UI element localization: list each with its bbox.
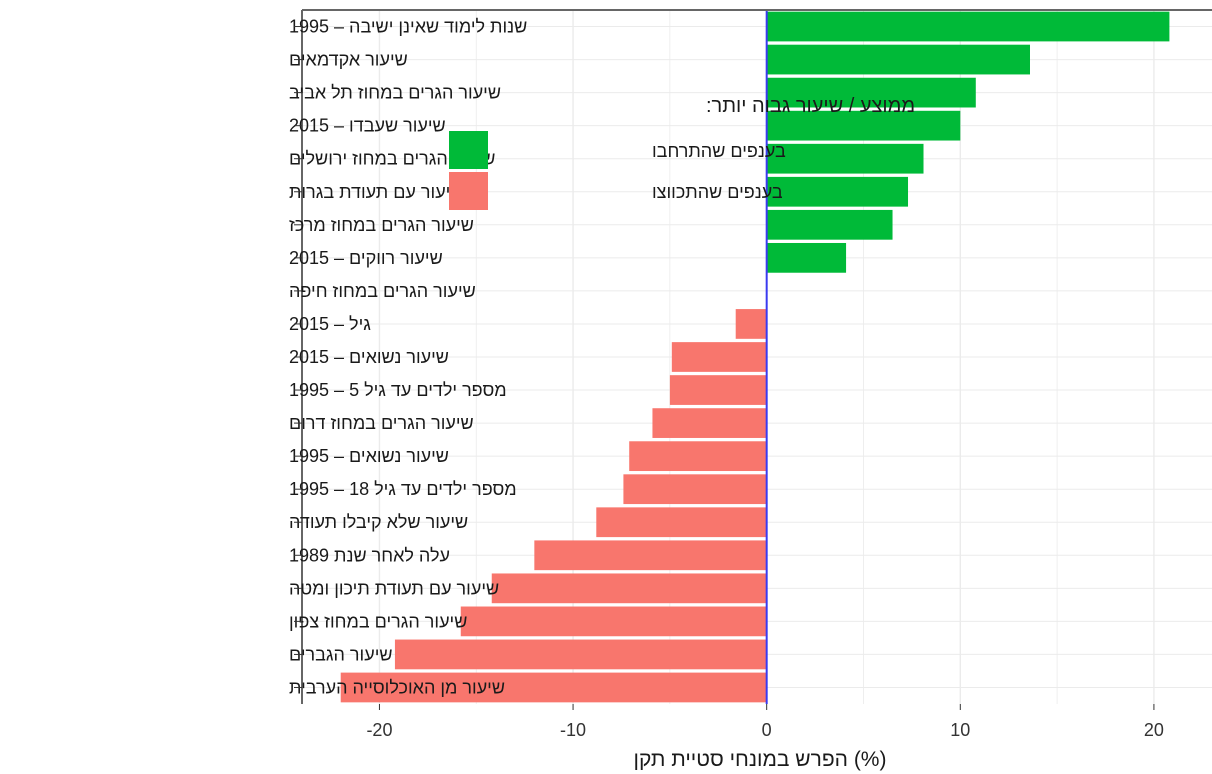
bar bbox=[766, 242, 847, 273]
legend-label-expanded: בענפים שהתרחבו bbox=[652, 141, 786, 161]
category-label: שיעור מן האוכלוסייה הערבית bbox=[289, 677, 505, 697]
legend-title: ממוצע / שיעור גבוה יותר: bbox=[706, 95, 915, 117]
x-tick-labels: -20 -10 0 10 20 bbox=[366, 704, 1164, 740]
category-label: שיעור רווקים – 2015 bbox=[289, 248, 443, 268]
bar bbox=[623, 474, 767, 505]
category-label: עלה לאחר שנת 1989 bbox=[289, 545, 450, 565]
bar bbox=[766, 110, 961, 141]
legend: ממוצע / שיעור גבוה יותר: בענפים שהתרחבו … bbox=[449, 95, 915, 210]
category-label: שיעור הגברים bbox=[289, 644, 393, 664]
category-label: גיל – 2015 bbox=[289, 314, 371, 334]
category-label: מספר ילדים עד גיל 18 – 1995 bbox=[289, 479, 517, 499]
bar bbox=[669, 375, 767, 405]
legend-swatch-contracted bbox=[449, 172, 488, 210]
bar bbox=[596, 507, 767, 538]
bar bbox=[652, 408, 767, 438]
category-label: שיעור נשואים – 2015 bbox=[289, 347, 449, 367]
category-label: שיעור הגרים במחוז צפון bbox=[289, 611, 467, 631]
x-axis-title: הפרש במונחי סטיית תקן (%) bbox=[634, 748, 887, 771]
category-label: שיעור עם תעודת תיכון ומטה bbox=[289, 578, 499, 598]
legend-swatch-expanded bbox=[449, 131, 488, 169]
bar bbox=[766, 176, 909, 207]
category-label: שיעור שעבדו – 2015 bbox=[289, 116, 446, 136]
x-tick-label: 0 bbox=[762, 720, 772, 740]
category-label: שיעור אקדמאים bbox=[289, 50, 408, 70]
bar bbox=[491, 573, 767, 604]
bar bbox=[671, 342, 767, 372]
bar bbox=[735, 309, 767, 339]
bar bbox=[766, 44, 1030, 75]
category-label: שיעור הגרים במחוז דרום bbox=[289, 413, 474, 433]
x-tick-label: 20 bbox=[1144, 720, 1164, 740]
category-label: שיעור הגרים במחוז תל אביב bbox=[289, 83, 501, 103]
category-label: שיעור הגרים במחוז חיפה bbox=[289, 281, 476, 301]
legend-label-contracted: בענפים שהתכווצו bbox=[652, 182, 783, 202]
category-label: שיעור הגרים במחוז ירושלים bbox=[289, 149, 495, 169]
x-tick-label: -20 bbox=[366, 720, 392, 740]
x-tick-label: -10 bbox=[560, 720, 586, 740]
bar bbox=[766, 209, 893, 240]
category-label: שנות לימוד שאינן ישיבה – 1995 bbox=[289, 17, 527, 37]
category-label: שיעור נשואים – 1995 bbox=[289, 446, 449, 466]
category-labels: שנות לימוד שאינן ישיבה – 1995 שיעור אקדמא… bbox=[289, 17, 527, 698]
category-label: שיעור שלא קיבלו תעודה bbox=[289, 512, 468, 532]
bar bbox=[460, 606, 767, 637]
bar bbox=[534, 540, 767, 571]
category-label: שיעור הגרים במחוז מרכז bbox=[289, 215, 474, 235]
bar bbox=[766, 11, 1170, 42]
bar bbox=[340, 672, 767, 703]
bar bbox=[766, 77, 976, 108]
category-label: מספר ילדים עד גיל 5 – 1995 bbox=[289, 380, 507, 400]
bar bbox=[766, 143, 924, 174]
category-label: שיעור עם תעודת בגרות bbox=[289, 182, 463, 202]
bars-layer bbox=[340, 11, 1170, 703]
bar bbox=[394, 639, 767, 670]
x-tick-label: 10 bbox=[950, 720, 970, 740]
bar bbox=[629, 441, 767, 472]
